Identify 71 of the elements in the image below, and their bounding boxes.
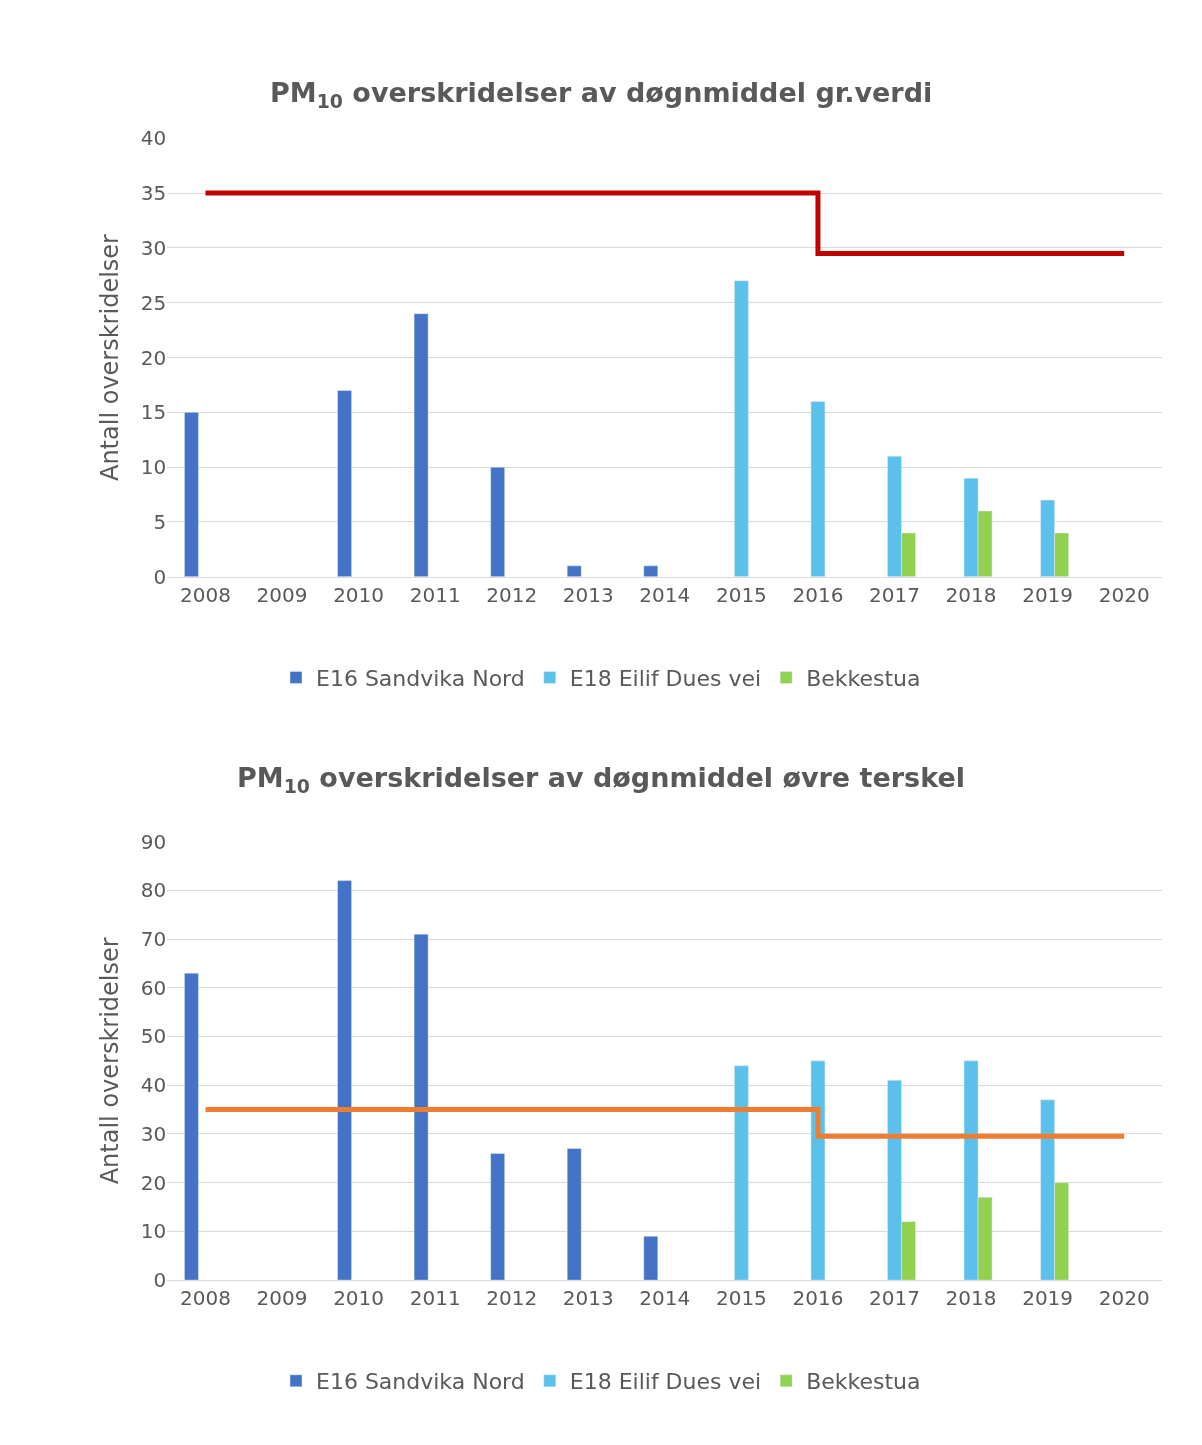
bar — [566, 1148, 582, 1281]
y-tick-label: 80 — [140, 878, 167, 903]
x-tick-label: 2019 — [1022, 1286, 1074, 1311]
y-tick-label: 35 — [140, 181, 167, 206]
y-tick-label: 0 — [153, 564, 167, 589]
bar — [734, 1065, 749, 1281]
x-tick-label: 2013 — [562, 582, 614, 607]
bar — [413, 313, 429, 577]
bar — [643, 565, 659, 577]
bar — [734, 280, 749, 577]
y-tick-label: 25 — [140, 290, 167, 315]
legend-label: E16 Sandvika Nord — [316, 666, 525, 692]
y-tick-label: 20 — [140, 345, 167, 370]
x-tick-label: 2014 — [639, 1286, 691, 1311]
y-tick-label: 90 — [140, 829, 167, 854]
bar — [413, 933, 429, 1281]
y-tick-label: 5 — [153, 509, 167, 534]
x-tick-label: 2011 — [409, 1286, 461, 1311]
x-tick-label: 2017 — [869, 1286, 920, 1311]
chart-title: PM$_{10}$ overskridelser av døgnmiddel gr.verdi — [270, 77, 933, 112]
bar — [337, 390, 352, 577]
bar — [643, 1236, 659, 1281]
legend-label: E16 Sandvika Nord — [316, 1369, 525, 1395]
x-tick-label: 2016 — [792, 582, 844, 607]
x-tick-label: 2011 — [409, 582, 461, 607]
y-tick-label: 50 — [140, 1024, 167, 1049]
x-tick-label: 2012 — [486, 1286, 538, 1311]
x-tick-label: 2015 — [715, 582, 767, 607]
y-tick-label: 10 — [140, 455, 167, 480]
y-tick-label: 30 — [140, 235, 167, 260]
bar — [810, 1060, 826, 1281]
x-tick-label: 2013 — [562, 1286, 614, 1311]
x-tick-label: 2020 — [1098, 582, 1150, 607]
x-tick-label: 2016 — [792, 1286, 844, 1311]
chart-title: PM$_{10}$ overskridelser av døgnmiddel øvre terskel — [237, 762, 965, 797]
y-tick-label: 70 — [140, 927, 167, 952]
legend-label: E18 Eilif Dues vei — [569, 1369, 762, 1395]
bar — [490, 1153, 505, 1281]
x-tick-label: 2014 — [639, 582, 691, 607]
x-tick-label: 2010 — [333, 582, 385, 607]
y-axis-title: Antall overskridelser — [95, 233, 124, 482]
x-tick-label: 2010 — [333, 1286, 385, 1311]
y-tick-label: 15 — [140, 400, 167, 425]
x-tick-label: 2012 — [486, 582, 538, 607]
x-tick-label: 2019 — [1022, 582, 1074, 607]
y-tick-label: 40 — [140, 126, 167, 151]
legend-label: E18 Eilif Dues vei — [569, 666, 762, 692]
bar — [810, 401, 826, 577]
x-tick-label: 2008 — [180, 1286, 231, 1311]
y-tick-label: 60 — [140, 975, 167, 1000]
bar — [490, 466, 505, 577]
y-tick-label: 10 — [140, 1219, 167, 1244]
x-tick-label: 2018 — [945, 582, 997, 607]
x-tick-label: 2018 — [945, 1286, 997, 1311]
y-tick-label: 20 — [140, 1170, 167, 1195]
y-tick-label: 40 — [140, 1073, 167, 1098]
legend-label: Bekkestua — [806, 666, 921, 692]
y-tick-label: 0 — [153, 1268, 167, 1293]
x-tick-label: 2015 — [715, 1286, 767, 1311]
x-tick-label: 2008 — [180, 582, 231, 607]
bar — [184, 972, 199, 1281]
bar — [184, 412, 199, 577]
y-axis-title: Antall overskridelser — [95, 937, 124, 1185]
x-tick-label: 2017 — [869, 582, 920, 607]
x-tick-label: 2009 — [256, 1286, 308, 1311]
x-tick-label: 2009 — [256, 582, 308, 607]
y-tick-label: 30 — [140, 1121, 167, 1146]
bar — [337, 880, 352, 1281]
x-tick-label: 2020 — [1098, 1286, 1150, 1311]
legend-label: Bekkestua — [806, 1369, 921, 1395]
bar — [566, 565, 582, 577]
